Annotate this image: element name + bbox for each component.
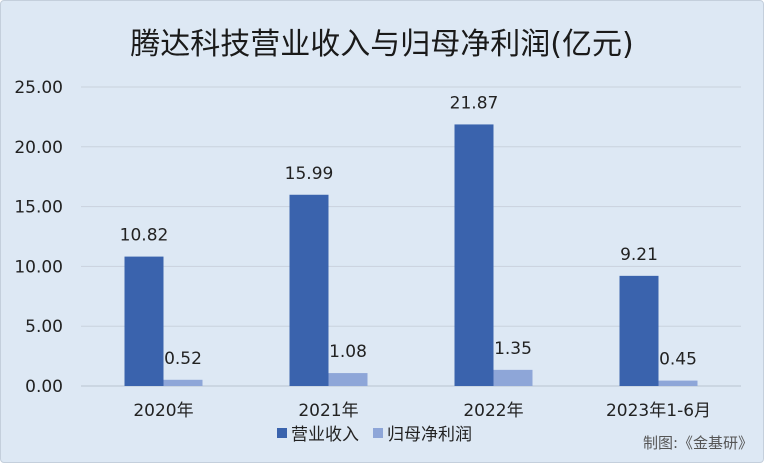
data-label: 1.35 bbox=[494, 339, 532, 359]
bar-revenue bbox=[454, 124, 494, 386]
data-label: 0.45 bbox=[659, 350, 697, 370]
bar-net-profit bbox=[163, 379, 203, 386]
data-label: 21.87 bbox=[450, 93, 499, 113]
bar-net-profit bbox=[493, 369, 533, 386]
y-tick-label: 20.00 bbox=[14, 138, 63, 158]
data-label: 1.08 bbox=[329, 342, 367, 362]
y-tick-label: 25.00 bbox=[14, 78, 63, 98]
bar-net-profit bbox=[328, 373, 368, 386]
y-tick-label: 15.00 bbox=[14, 198, 63, 218]
legend-swatch-net-profit bbox=[373, 427, 383, 438]
data-label: 9.21 bbox=[620, 245, 658, 265]
legend-label-revenue: 营业收入 bbox=[291, 425, 359, 445]
data-label: 0.52 bbox=[164, 349, 202, 369]
x-tick-label: 2020年 bbox=[133, 401, 193, 421]
legend-item-revenue: 营业收入 bbox=[277, 420, 359, 445]
data-label: 15.99 bbox=[285, 164, 334, 184]
x-tick-label: 2022年 bbox=[463, 401, 523, 421]
y-tick-label: 10.00 bbox=[14, 257, 63, 277]
legend-label-net-profit: 归母净利润 bbox=[387, 425, 472, 445]
bar-revenue bbox=[619, 275, 659, 386]
x-tick-label: 2023年1-6月 bbox=[606, 401, 711, 421]
chart-title: 腾达科技营业收入与归母净利润(亿元) bbox=[130, 27, 634, 62]
bar-revenue bbox=[289, 194, 329, 386]
legend-item-net-profit: 归母净利润 bbox=[373, 420, 472, 445]
bar-revenue bbox=[124, 256, 164, 386]
bar-net-profit bbox=[658, 380, 698, 386]
legend: 营业收入 归母净利润 bbox=[277, 420, 472, 445]
y-tick-label: 0.00 bbox=[25, 377, 63, 397]
y-tick-label: 5.00 bbox=[25, 317, 63, 337]
legend-swatch-revenue bbox=[277, 427, 287, 438]
credit-text: 制图:《金基研》 bbox=[642, 434, 753, 452]
data-label: 10.82 bbox=[120, 226, 169, 246]
x-tick-label: 2021年 bbox=[298, 401, 358, 421]
